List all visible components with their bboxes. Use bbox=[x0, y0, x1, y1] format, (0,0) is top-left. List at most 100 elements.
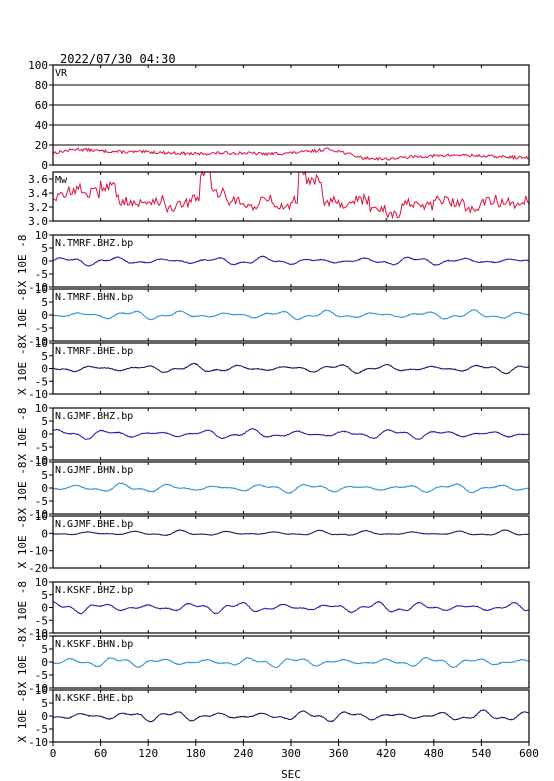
y-tick-label: 10 bbox=[35, 283, 48, 296]
y-tick-label: -10 bbox=[28, 335, 48, 348]
panel-label: VR bbox=[55, 68, 68, 79]
y-tick-label: -10 bbox=[28, 627, 48, 640]
x-tick-label: 180 bbox=[186, 747, 206, 760]
y-tick-label: 0 bbox=[41, 656, 48, 669]
y-tick-label: 0 bbox=[41, 428, 48, 441]
x-tick-label: 0 bbox=[50, 747, 57, 760]
panel-tmrf-bhz: -10-505 10 X 10E -8 N.TMRF.BHZ.bp bbox=[16, 229, 530, 294]
y-tick-label: 3.2 bbox=[28, 201, 48, 214]
series-line-mw bbox=[52, 170, 530, 220]
y-axis-label: X 10E -8 bbox=[16, 408, 29, 461]
y-tick-label: -10 bbox=[28, 281, 48, 294]
panel-label: N.KSKF.BHE.bp bbox=[55, 693, 133, 704]
panel-label: N.GJMF.BHE.bp bbox=[55, 519, 133, 530]
y-tick-label: 5 bbox=[41, 296, 48, 309]
y-tick-label: 0 bbox=[41, 710, 48, 723]
panel-label: N.TMRF.BHZ.bp bbox=[55, 238, 133, 249]
y-tick-label: -5 bbox=[35, 495, 48, 508]
y-tick-label: 10 bbox=[35, 630, 48, 643]
y-tick-label: -5 bbox=[35, 669, 48, 682]
y-tick-label: 10 bbox=[35, 456, 48, 469]
x-tick-label: 120 bbox=[138, 747, 158, 760]
panel-gjmf-bhe: -20 -10 0 10 X 10E -8 N.GJMF.BHE.bp bbox=[16, 510, 530, 575]
y-axis-label: X 10E -8 bbox=[16, 289, 29, 342]
panel-mw: 3.03.23.43.6 Mw bbox=[28, 170, 530, 228]
y-tick-label: -10 bbox=[28, 508, 48, 521]
y-axis-label: X 10E -8 bbox=[16, 636, 29, 689]
y-tick-label: 0 bbox=[41, 309, 48, 322]
series-line-kskf-bhn bbox=[52, 656, 530, 669]
series-line-tmrf-bhn bbox=[52, 309, 530, 321]
y-tick-label: -5 bbox=[35, 268, 48, 281]
series-line-gjmf-bhz bbox=[52, 428, 530, 440]
panel-label: N.KSKF.BHN.bp bbox=[55, 639, 133, 650]
y-tick-label: 3.4 bbox=[28, 187, 48, 200]
panel-frame bbox=[52, 171, 530, 222]
y-axis-label: X 10E -8 bbox=[16, 462, 29, 515]
x-axis-label: SEC bbox=[281, 768, 301, 781]
x-tick-label: 540 bbox=[471, 747, 491, 760]
y-axis-label: X 10E -8 bbox=[16, 235, 29, 288]
x-tick-label: 360 bbox=[329, 747, 349, 760]
y-tick-label: 3.0 bbox=[28, 215, 48, 228]
y-tick-label: -10 bbox=[28, 736, 48, 749]
y-tick-label: 0 bbox=[41, 255, 48, 268]
y-tick-label: 10 bbox=[35, 576, 48, 589]
y-tick-label: 5 bbox=[41, 415, 48, 428]
y-axis-label: X 10E -8 bbox=[16, 581, 29, 634]
y-tick-label: 80 bbox=[35, 79, 48, 92]
y-tick-label: 5 bbox=[41, 242, 48, 255]
y-tick-label: -10 bbox=[28, 454, 48, 467]
y-tick-label: 3.6 bbox=[28, 173, 48, 186]
y-tick-label: 10 bbox=[35, 684, 48, 697]
panel-label: N.GJMF.BHN.bp bbox=[55, 465, 133, 476]
y-tick-label: -10 bbox=[28, 545, 48, 558]
series-line-tmrf-bhe bbox=[52, 362, 530, 375]
series-line-kskf-bhe bbox=[52, 708, 530, 723]
y-tick-label: -10 bbox=[28, 682, 48, 695]
y-tick-label: 10 bbox=[35, 510, 48, 523]
panel-frame bbox=[52, 64, 530, 166]
y-tick-label: -5 bbox=[35, 441, 48, 454]
series-line-gjmf-bhn bbox=[52, 482, 530, 494]
series-line-kskf-bhz bbox=[52, 600, 530, 615]
y-axis-label: X 10E -8 bbox=[16, 516, 29, 569]
x-tick-label: 600 bbox=[519, 747, 539, 760]
y-tick-label: -5 bbox=[35, 322, 48, 335]
y-tick-label: 0 bbox=[41, 602, 48, 615]
datetime-header: 2022/07/30 04:30 bbox=[60, 52, 176, 66]
y-tick-label: 0 bbox=[41, 363, 48, 376]
y-tick-label: -20 bbox=[28, 562, 48, 575]
y-tick-label: 5 bbox=[41, 697, 48, 710]
y-tick-label: -5 bbox=[35, 375, 48, 388]
panel-vr: 0 20 40 60 80 100 VR bbox=[28, 59, 530, 172]
panel-label: N.KSKF.BHZ.bp bbox=[55, 585, 133, 596]
x-tick-label: 420 bbox=[376, 747, 396, 760]
series-line-tmrf-bhz bbox=[52, 255, 530, 267]
x-tick-label: 480 bbox=[424, 747, 444, 760]
panel-label: N.TMRF.BHN.bp bbox=[55, 292, 133, 303]
y-tick-label: 10 bbox=[35, 402, 48, 415]
y-tick-label: 0 bbox=[41, 482, 48, 495]
x-tick-label: 300 bbox=[281, 747, 301, 760]
y-tick-label: 100 bbox=[28, 59, 48, 72]
y-tick-label: 60 bbox=[35, 99, 48, 112]
y-tick-label: -5 bbox=[35, 723, 48, 736]
y-tick-label: 0 bbox=[41, 159, 48, 172]
y-tick-label: -10 bbox=[28, 388, 48, 401]
x-tick-label: 60 bbox=[94, 747, 107, 760]
y-tick-label: 5 bbox=[41, 589, 48, 602]
y-tick-label: 5 bbox=[41, 643, 48, 656]
y-axis-label: X 10E -8 bbox=[16, 690, 29, 743]
y-tick-label: 0 bbox=[41, 527, 48, 540]
panel-label: N.TMRF.BHE.bp bbox=[55, 346, 133, 357]
y-tick-label: 10 bbox=[35, 337, 48, 350]
